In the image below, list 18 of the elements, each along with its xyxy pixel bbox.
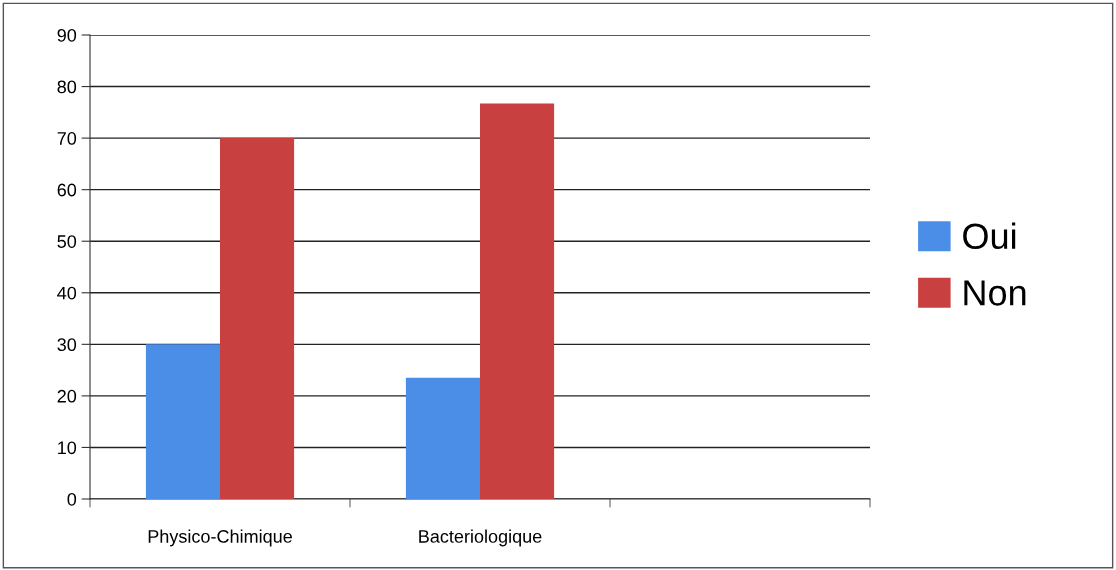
y-tick-label: 0 — [67, 492, 77, 506]
bar — [405, 377, 480, 499]
y-tick-label: 20 — [57, 389, 77, 403]
bar — [480, 103, 555, 499]
y-tick-label: 70 — [57, 132, 77, 145]
legend-label: Oui — [963, 222, 1016, 250]
y-tick-label: 90 — [57, 28, 77, 42]
legend-label: Non — [964, 280, 1026, 306]
bar — [145, 344, 220, 499]
x-tick-label: Physico-Chimique — [148, 529, 292, 547]
y-tick-label: 80 — [57, 80, 77, 94]
y-tick-label: 50 — [57, 235, 77, 248]
y-tick-label: 40 — [57, 286, 77, 300]
y-tick-label: 10 — [58, 441, 77, 455]
bar — [220, 138, 295, 499]
x-tick-label: Bacteriologique — [419, 529, 542, 547]
y-tick-label: 30 — [57, 338, 77, 352]
y-tick-label: 60 — [57, 183, 77, 197]
